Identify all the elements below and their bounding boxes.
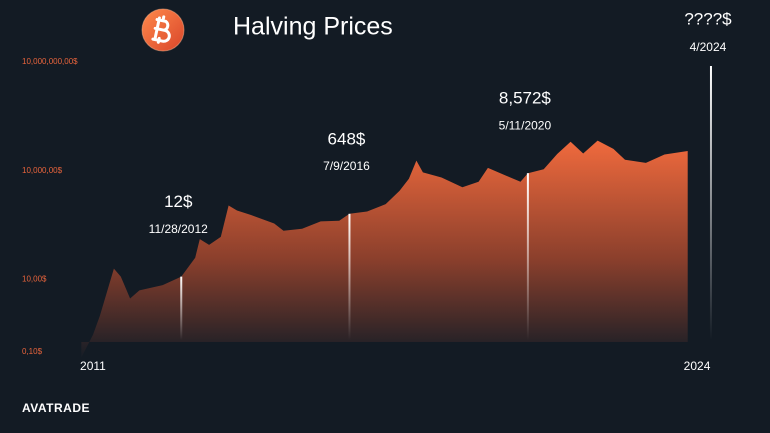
halving-line (709, 66, 712, 340)
halving-date-label: 4/2024 (690, 40, 727, 54)
brand: AVATRADE (22, 401, 90, 415)
y-tick-label: 0,10$ (22, 347, 43, 356)
x-tick-label: 2011 (80, 359, 106, 373)
halving-date-label: 7/9/2016 (323, 159, 370, 173)
bitcoin-icon (141, 8, 185, 52)
halving-value-label: 8,572$ (499, 89, 552, 108)
y-tick-label: 10,000,000,00$ (22, 57, 78, 66)
chart-title: Halving Prices (233, 13, 393, 41)
halving-line (348, 213, 351, 340)
brand-logo: AVATRADE (22, 401, 90, 415)
price-area (81, 140, 688, 358)
halving-date-label: 11/28/2012 (149, 222, 208, 236)
y-tick-label: 10,00$ (22, 275, 47, 284)
halving-value-label: ????$ (684, 9, 732, 28)
halving-line (180, 276, 183, 340)
halving-date-label: 5/11/2020 (499, 118, 552, 132)
halving-value-label: 12$ (164, 192, 193, 211)
y-tick-label: 10,000,00$ (22, 166, 63, 175)
x-tick-label: 2024 (684, 359, 711, 373)
halving-value-label: 648$ (328, 129, 366, 148)
halving-line (526, 173, 529, 340)
